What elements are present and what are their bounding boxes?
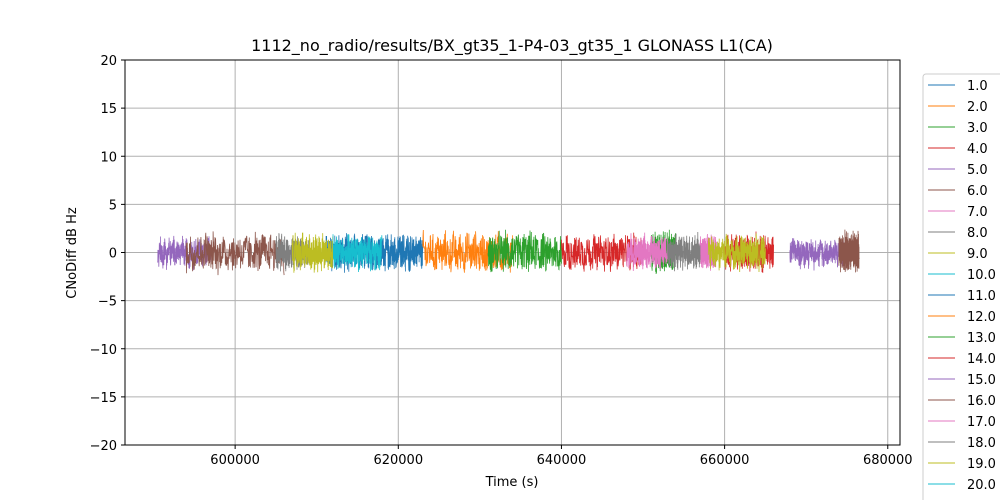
y-tick-label: 5 — [109, 198, 117, 213]
series-layer — [157, 229, 860, 276]
chart-title: 1112_no_radio/results/BX_gt35_1-P4-03_gt… — [251, 36, 773, 56]
plot-area: 600000 620000 640000 660000 680000 −20 −15 −10 −… — [90, 54, 913, 468]
x-axis-title: Time (s) — [485, 475, 539, 490]
legend-label: 8.0 — [967, 226, 988, 241]
legend-label: 16.0 — [967, 394, 996, 409]
y-tick-label: −20 — [90, 439, 117, 454]
x-tick-label: 600000 — [210, 453, 260, 468]
tick-layer: 600000 620000 640000 660000 680000 −20 −15 −10 −… — [90, 54, 913, 468]
legend-label: 11.0 — [967, 289, 996, 304]
legend-label: 15.0 — [967, 373, 996, 388]
series-line-8-0 — [667, 231, 701, 272]
legend-label: 9.0 — [967, 247, 988, 262]
series-line-9-0 — [291, 232, 334, 273]
legend-frame — [922, 73, 1000, 500]
legend-label: 19.0 — [967, 457, 996, 472]
legend-label: 12.0 — [967, 310, 996, 325]
legend-label: 4.0 — [967, 142, 988, 157]
legend-label: 13.0 — [967, 331, 996, 346]
series-line-7-0 — [626, 232, 668, 272]
legend-label: 1.0 — [967, 79, 988, 94]
y-axis-title: CNoDiff dB Hz — [65, 207, 80, 299]
legend-label: 18.0 — [967, 436, 996, 451]
x-tick-label: 660000 — [700, 453, 750, 468]
x-tick-label: 620000 — [373, 453, 423, 468]
series-line-6-0 — [838, 229, 860, 273]
series-line-9-0 — [707, 233, 766, 273]
y-tick-label: −15 — [90, 391, 117, 406]
series-line-10-0 — [332, 233, 383, 273]
legend-label: 20.0 — [967, 478, 996, 493]
legend-label: 10.0 — [967, 268, 996, 283]
series-line-2-0 — [422, 229, 513, 273]
series-line-6-0 — [185, 231, 285, 276]
series-line-5-0 — [157, 235, 212, 271]
legend-label: 3.0 — [967, 121, 988, 136]
legend-label: 2.0 — [967, 100, 988, 115]
y-tick-label: 15 — [100, 102, 117, 117]
x-tick-label: 640000 — [537, 453, 587, 468]
legend-label: 7.0 — [967, 205, 988, 220]
y-tick-label: 0 — [109, 247, 117, 262]
x-tick-label: 680000 — [863, 453, 913, 468]
y-tick-label: 20 — [100, 54, 117, 69]
series-line-5-0 — [789, 238, 848, 271]
series-line-4-0 — [561, 232, 644, 272]
y-tick-label: −5 — [98, 295, 117, 310]
legend-label: 6.0 — [967, 184, 988, 199]
y-tick-label: 10 — [100, 150, 117, 165]
legend: 1.0 2.0 3.0 4.0 5.0 6.0 7.0 8.0 9.0 10.0 11.0 12.0 1… — [922, 73, 1000, 500]
legend-items: 1.0 2.0 3.0 4.0 5.0 6.0 7.0 8.0 9.0 10.0 11.0 12.0 1… — [928, 79, 996, 500]
legend-label: 17.0 — [967, 415, 996, 430]
legend-label: 14.0 — [967, 352, 996, 367]
y-tick-label: −10 — [90, 343, 117, 358]
series-line-3-0 — [487, 229, 562, 273]
legend-label: 5.0 — [967, 163, 988, 178]
